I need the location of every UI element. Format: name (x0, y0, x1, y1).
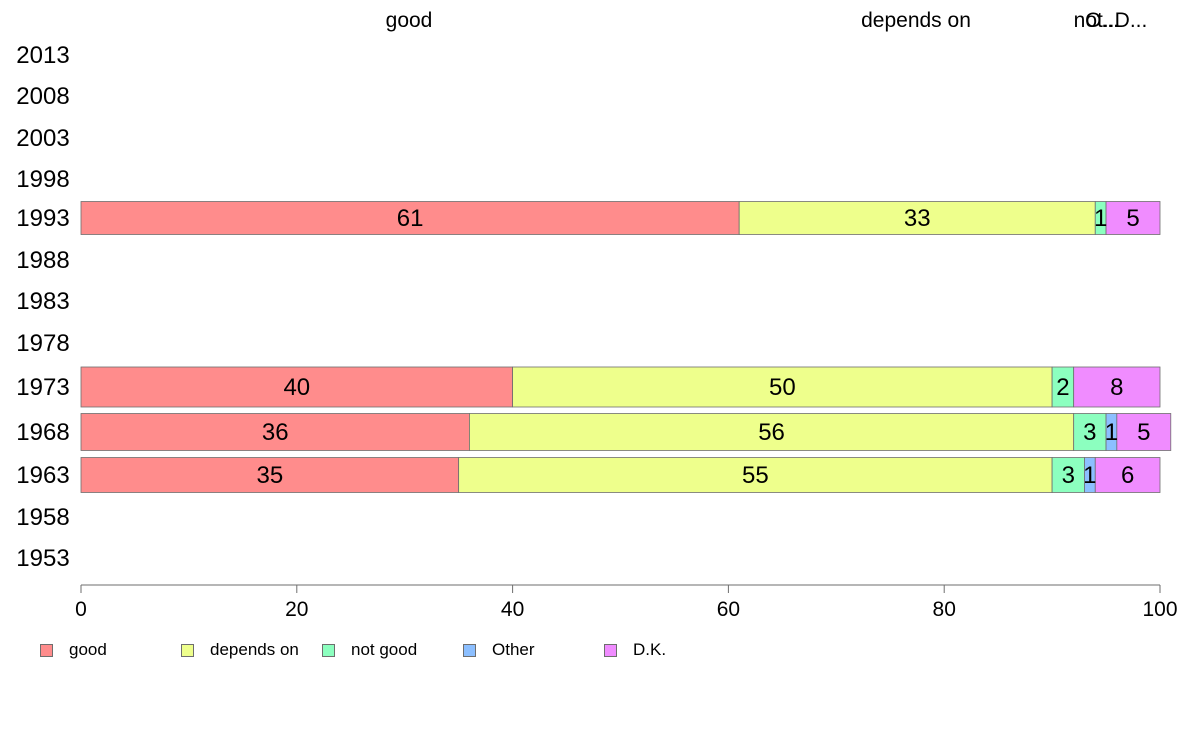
legend-item-dk: D.K. (604, 638, 666, 662)
legend-swatch-good (40, 643, 53, 657)
year-label-2008: 2008 (16, 83, 69, 110)
legend-item-good: good (40, 638, 107, 662)
x-tick-label-0: 0 (75, 598, 87, 621)
year-label-2013: 2013 (16, 42, 69, 69)
value-label-1968-not-good: 3 (1083, 419, 1096, 446)
value-label-1973-depends-on: 50 (769, 374, 796, 401)
bar-1963-d-k (1094, 457, 1161, 493)
bar-1973-good (80, 366, 514, 408)
year-label-1993: 1993 (16, 205, 69, 232)
year-label-1973: 1973 (16, 374, 69, 401)
bars-group (80, 201, 1172, 493)
value-label-1973-good: 40 (283, 374, 310, 401)
legend-label-other: Other (492, 640, 535, 659)
legend-item-other: Other (463, 638, 535, 662)
value-label-1963-depends-on: 55 (742, 462, 769, 489)
bar-1993-d-k (1105, 201, 1161, 235)
bar-value-labels: 61 33 1 540 50 2 836 56 3 1 535 55 3 1 6 (256, 205, 1150, 489)
year-label-1953: 1953 (16, 545, 69, 572)
value-label-1968-d-k: 5 (1137, 419, 1150, 446)
year-label-1988: 1988 (16, 247, 69, 274)
year-label-1958: 1958 (16, 504, 69, 531)
year-label-1968: 1968 (16, 419, 69, 446)
bar-1963-not-good (1051, 457, 1085, 493)
value-label-1963-good: 35 (256, 462, 283, 489)
top-label-d: D... (1115, 9, 1148, 32)
top-label-good: good (386, 9, 433, 32)
value-label-1968-depends-on: 56 (758, 419, 785, 446)
legend-label-depends-on: depends on (210, 640, 299, 659)
bar-1968-depends-on (469, 413, 1075, 451)
value-label-1973-not-good: 2 (1056, 374, 1069, 401)
legend-swatch-other (463, 643, 476, 657)
x-tick-label-20: 20 (285, 598, 308, 621)
year-label-1983: 1983 (16, 288, 69, 315)
legend-swatch-depends-on (181, 643, 194, 657)
top-label-not: not... (1074, 9, 1121, 32)
year-label-1978: 1978 (16, 330, 69, 357)
legend-label-dk: D.K. (633, 640, 667, 659)
x-tick-label-80: 80 (933, 598, 956, 621)
value-label-1993-not-good: 1 (1094, 205, 1107, 232)
legend-swatch-not-good (322, 643, 335, 657)
bar-1968-good (80, 413, 470, 451)
bar-1968-d-k (1116, 413, 1172, 451)
value-label-1993-d-k: 5 (1126, 205, 1139, 232)
legend-item-depends-on: depends on (181, 638, 299, 662)
value-label-1993-good: 61 (397, 205, 424, 232)
legend-label-not-good: not good (351, 640, 418, 659)
legend-label-good: good (69, 640, 107, 659)
bar-1963-depends-on (458, 457, 1053, 493)
legend-swatch-dk (604, 643, 617, 657)
year-label-1998: 1998 (16, 166, 69, 193)
top-label-o: O... (1085, 9, 1119, 32)
bar-1993-good (80, 201, 740, 235)
value-label-1993-depends-on: 33 (904, 205, 931, 232)
x-tick-label-60: 60 (717, 598, 740, 621)
bar-1968-not-good (1073, 413, 1107, 451)
value-label-1963-d-k: 6 (1121, 462, 1134, 489)
value-label-1968-other: 1 (1105, 419, 1118, 446)
y-axis-year-labels: 2013 2008 2003 1998 1993 1988 1983 1978 1973 1968… (16, 42, 69, 572)
x-tick-label-100: 100 (1142, 598, 1177, 621)
value-label-1973-d-k: 8 (1110, 374, 1123, 401)
value-label-1963-other: 1 (1083, 462, 1096, 489)
bar-1963-good (80, 457, 460, 493)
bar-1973-d-k (1073, 366, 1161, 408)
x-axis: 0 20 40 60 80 100 (75, 584, 1178, 621)
x-tick-label-40: 40 (501, 598, 524, 621)
year-label-1963: 1963 (16, 462, 69, 489)
top-category-labels: good depends on not...O...D... (386, 9, 1148, 32)
legend-item-not-good: not good (322, 638, 417, 662)
value-label-1963-not-good: 3 (1062, 462, 1075, 489)
top-label-depends-on: depends on (861, 9, 971, 32)
year-label-2003: 2003 (16, 125, 69, 152)
bar-1973-depends-on (512, 366, 1053, 408)
value-label-1968-good: 36 (262, 419, 289, 446)
legend: good depends on not good Other D.K. (40, 638, 740, 662)
